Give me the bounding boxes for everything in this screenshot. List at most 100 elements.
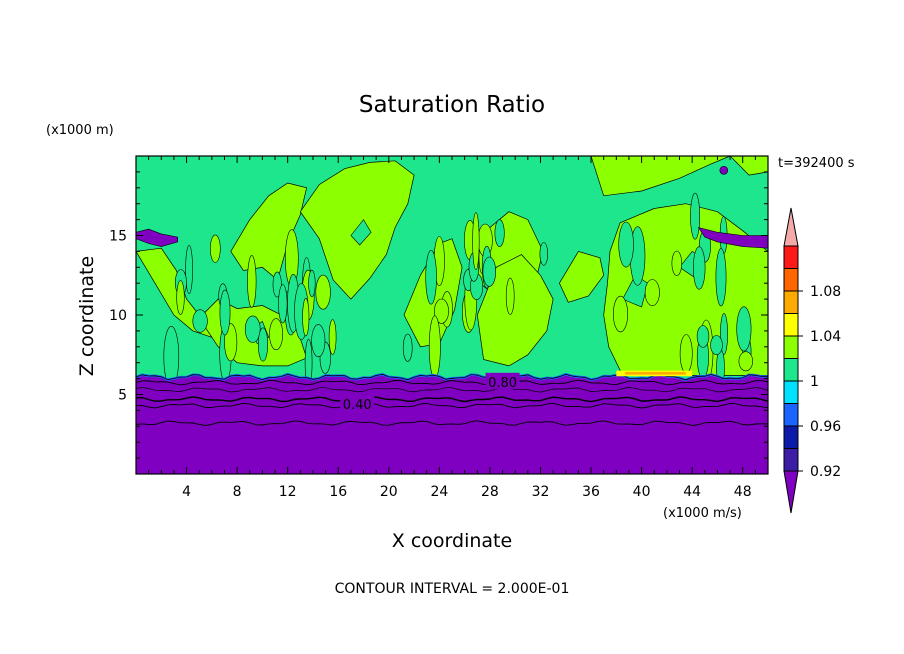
supersat-patch-7 (559, 250, 605, 303)
x-tick-label-48: 48 (734, 484, 752, 500)
contour-field: 0.80 0.40 (136, 156, 768, 474)
squiggle-4-1 (505, 277, 515, 315)
x-axis-label: X coordinate (392, 530, 512, 552)
colorbar-box-0 (783, 448, 799, 472)
squiggle-2-7 (302, 298, 310, 337)
colorbar: 1.08 1.04 1 0.96 0.92 (783, 207, 841, 514)
chart-title: Saturation Ratio (359, 92, 545, 118)
squiggle-5-6 (671, 250, 682, 276)
colorbar-box-9 (783, 245, 799, 269)
supersat-patch-10 (729, 156, 768, 176)
x-tick-label-12: 12 (279, 484, 297, 500)
squiggle-4-8 (472, 212, 480, 270)
contour-label-0: 0.80 (488, 376, 517, 391)
squiggle-5-7 (692, 246, 706, 290)
x-tick-label-36: 36 (582, 484, 600, 500)
y-axis-ticks: 5 10 15 (109, 171, 768, 459)
contour-label-bg-1 (340, 395, 375, 412)
y-axis-label: Z coordinate (76, 256, 98, 376)
x-tick-label-24: 24 (430, 484, 448, 500)
dry-contour-2 (136, 396, 768, 403)
squiggle-4-9 (482, 256, 496, 287)
squiggle-6-8 (736, 306, 752, 352)
squiggle-4-3 (494, 219, 505, 247)
squiggle-5-9 (715, 248, 727, 307)
supersat-patch-2 (230, 182, 308, 281)
colorbar-label-2: 1 (810, 374, 819, 390)
x-axis-ticks: 4 8 12 16 20 24 28 32 36 40 44 48 (148, 156, 756, 500)
dry-streak-right (697, 227, 768, 249)
dry-spot-top (719, 166, 729, 175)
squiggle-3-0 (402, 333, 413, 362)
squiggle-6-6 (679, 334, 693, 374)
squiggle-4-4 (539, 242, 548, 266)
dry-contour-3 (136, 402, 768, 409)
squiggle-1-0 (272, 271, 282, 298)
time-label: t=392400 s (778, 156, 855, 171)
squiggle-5-3 (644, 279, 660, 307)
contour-interval-footer: CONTOUR INTERVAL = 2.000E-01 (335, 581, 570, 597)
squiggle-2-8 (315, 274, 331, 310)
squiggle-1-6 (257, 327, 268, 362)
colorbar-box-6 (783, 313, 799, 337)
colorbar-box-7 (783, 290, 799, 314)
colorbar-box-8 (783, 268, 799, 292)
supersat-patch-6 (476, 254, 554, 367)
contour-label-1: 0.40 (343, 398, 372, 413)
x-tick-label-40: 40 (633, 484, 651, 500)
squiggle-5-2 (618, 221, 634, 268)
squiggle-2-5 (311, 324, 326, 358)
squiggle-3-6 (428, 315, 441, 379)
colorbar-label-0: 1.08 (810, 284, 841, 300)
y-tick-label-10: 10 (109, 308, 127, 324)
squiggle-3-2 (434, 298, 449, 324)
squiggle-6-7 (738, 351, 753, 372)
x-units-label: (x1000 m/s) (663, 506, 742, 521)
squiggle-1-8 (219, 289, 231, 336)
dry-streak-left (136, 228, 178, 247)
y-tick-label-5: 5 (118, 388, 127, 404)
contour-label-bg-0 (485, 372, 520, 389)
x-tick-label-4: 4 (182, 484, 191, 500)
colorbar-top-arrow (783, 207, 799, 247)
squiggle-0-6 (244, 315, 261, 343)
supersat-patch-9 (590, 156, 731, 197)
squiggle-0-5 (210, 234, 221, 263)
colorbar-label-1: 1.04 (810, 329, 841, 345)
dry-contour-4 (136, 420, 768, 426)
squiggle-2-2 (308, 269, 316, 298)
squiggle-1-1 (224, 323, 238, 362)
colorbar-box-4 (783, 358, 799, 382)
squiggle-0-7 (176, 280, 185, 315)
colorbar-box-2 (783, 403, 799, 427)
colorbar-label-4: 0.92 (810, 464, 841, 480)
x-tick-label-8: 8 (233, 484, 242, 500)
squiggle-5-8 (612, 295, 628, 333)
x-tick-label-44: 44 (683, 484, 701, 500)
orange-band (625, 371, 686, 375)
squiggle-0-2 (185, 245, 193, 295)
squiggle-3-7 (425, 249, 437, 305)
y-units-label: (x1000 m) (46, 123, 114, 138)
x-tick-label-28: 28 (481, 484, 499, 500)
y-tick-label-15: 15 (109, 229, 127, 245)
x-tick-label-32: 32 (532, 484, 550, 500)
contour-squiggles (163, 192, 753, 388)
colorbar-box-1 (783, 425, 799, 449)
aqua-island-3 (350, 219, 372, 246)
squiggle-1-7 (247, 255, 257, 308)
squiggle-5-5 (690, 192, 700, 240)
colorbar-box-3 (783, 380, 799, 404)
squiggle-1-3 (278, 284, 288, 324)
squiggle-6-5 (710, 335, 723, 356)
colorbar-label-3: 0.96 (810, 419, 841, 435)
x-tick-label-20: 20 (380, 484, 398, 500)
squiggle-6-9 (696, 325, 710, 348)
colorbar-box-5 (783, 335, 799, 359)
dry-contour-1 (136, 387, 768, 393)
dry-contour-0 (136, 379, 768, 386)
squiggle-0-8 (192, 309, 208, 333)
squiggle-2-9 (328, 319, 337, 355)
squiggle-1-4 (269, 318, 283, 351)
